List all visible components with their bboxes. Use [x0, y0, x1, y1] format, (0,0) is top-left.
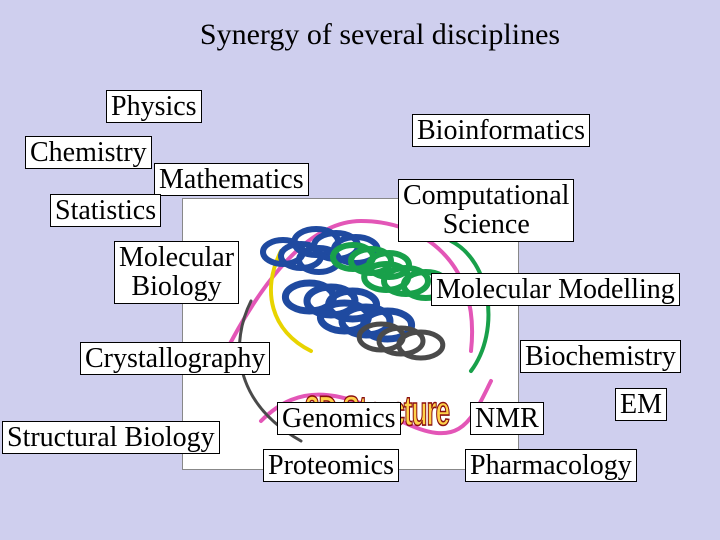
discipline-pharmacology: Pharmacology [465, 449, 637, 482]
discipline-molecular-modelling: Molecular Modelling [431, 273, 680, 306]
discipline-mathematics: Mathematics [154, 163, 309, 196]
discipline-statistics: Statistics [50, 194, 161, 227]
slide-title: Synergy of several disciplines [170, 18, 590, 52]
discipline-chemistry: Chemistry [25, 136, 152, 169]
discipline-bioinformatics: Bioinformatics [412, 114, 590, 147]
discipline-physics: Physics [106, 90, 202, 123]
discipline-computational-science: Computational Science [398, 179, 574, 242]
discipline-genomics: Genomics [277, 402, 401, 435]
discipline-nmr: NMR [470, 402, 544, 435]
slide-canvas: Synergy of several disciplines 3D Struct… [0, 0, 720, 540]
discipline-proteomics: Proteomics [263, 449, 399, 482]
discipline-structural-biology: Structural Biology [2, 421, 220, 454]
discipline-molecular-biology: Molecular Biology [114, 241, 239, 304]
discipline-crystallography: Crystallography [80, 342, 270, 375]
discipline-em: EM [615, 388, 667, 421]
discipline-biochemistry: Biochemistry [520, 340, 681, 373]
